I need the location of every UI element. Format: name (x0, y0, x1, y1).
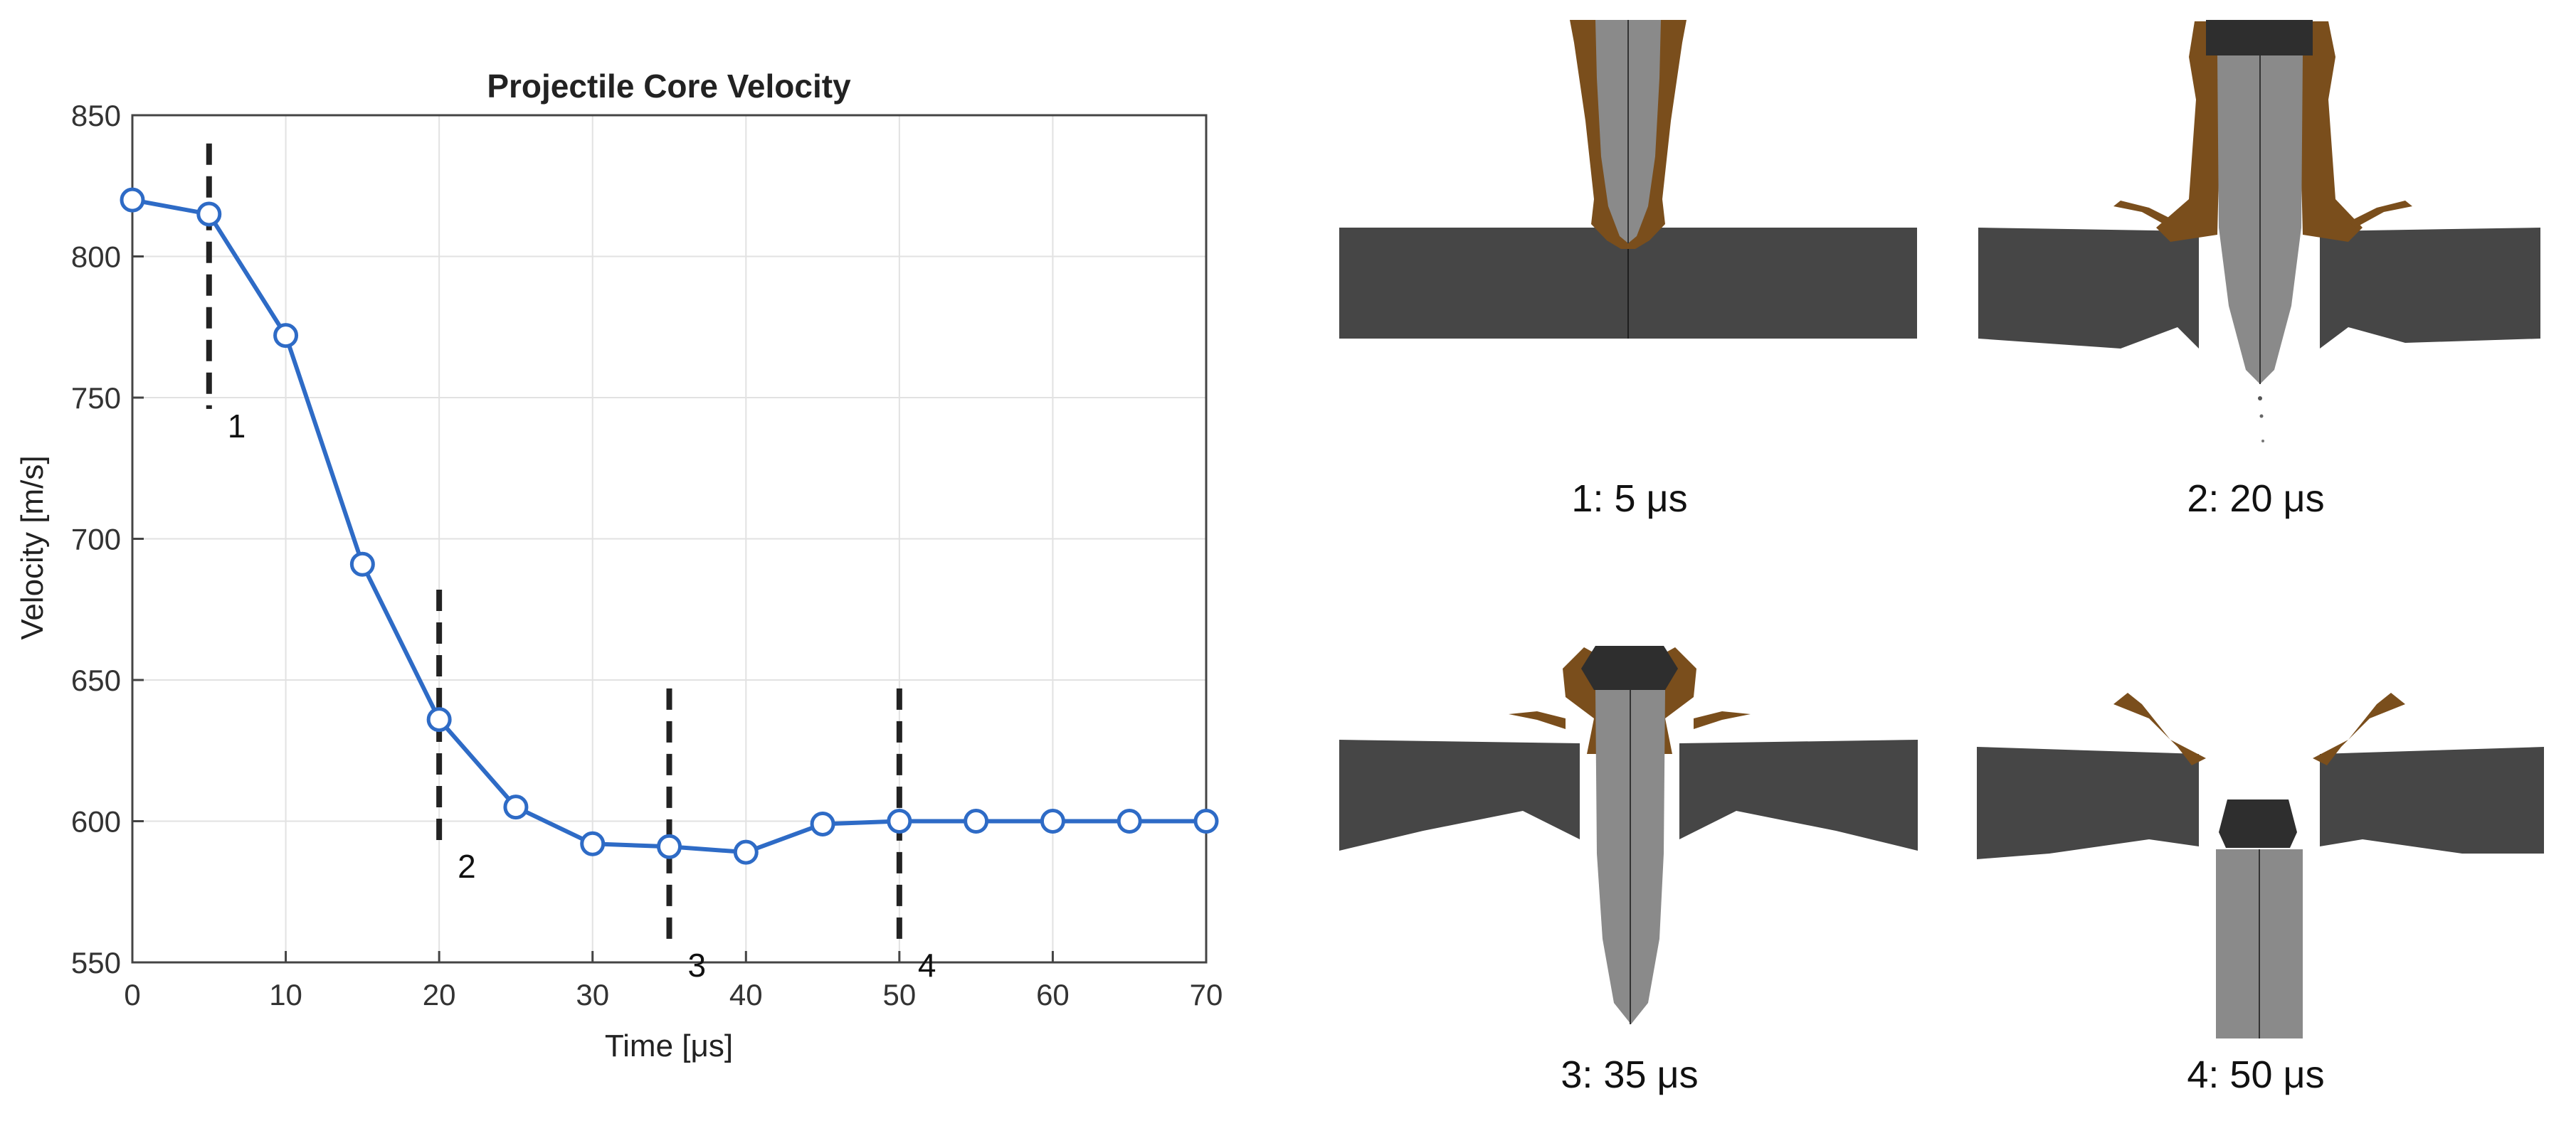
x-tick-label: 70 (1190, 978, 1223, 1011)
data-point (273, 323, 299, 349)
simulation-caption-2: 2: 20 μs (2187, 477, 2325, 520)
x-tick-label: 10 (269, 978, 302, 1011)
simulation-panel-3 (1339, 646, 1918, 1024)
projectile-jacket (2156, 21, 2363, 242)
target-plate (1977, 747, 2199, 859)
petal-fragment (2113, 201, 2178, 228)
series-velocity (120, 187, 1219, 865)
simulation-panel-1 (1339, 20, 1917, 339)
petal-fragment (1694, 711, 1751, 729)
y-tick-label: 700 (71, 523, 121, 556)
data-point (580, 831, 606, 856)
data-point (1117, 809, 1142, 834)
simulation-caption-4: 4: 50 μs (2187, 1053, 2325, 1096)
grid-lines (132, 115, 1207, 963)
data-point (810, 811, 835, 836)
petal-fragment (1509, 711, 1566, 729)
data-point (1193, 809, 1219, 834)
debris-particle (2259, 414, 2264, 418)
y-tick-label: 750 (71, 381, 121, 415)
simulation-panel-4 (1977, 693, 2544, 1038)
petal-fragment (2313, 693, 2405, 765)
y-tick-label: 650 (71, 664, 121, 697)
target-plate (2320, 228, 2540, 349)
x-tick-label: 30 (576, 978, 609, 1011)
target-plate (1978, 228, 2199, 349)
petal-fragment (2348, 201, 2412, 228)
debris-particle (2258, 396, 2262, 400)
debris-particle (2261, 440, 2264, 442)
simulation-caption-1: 1: 5 μs (1571, 477, 1688, 520)
projectile-cap (1581, 646, 1678, 690)
axis-ticks: 0 10 20 30 40 50 60 70 550 600 650 700 750 800 850 (71, 99, 1223, 1011)
target-plate (1339, 740, 1580, 851)
chart-title: Projectile Core Velocity (487, 68, 851, 105)
marker-label-2: 2 (458, 848, 476, 885)
target-plate (1679, 740, 1918, 851)
y-tick-label: 550 (71, 946, 121, 979)
y-axis-label: Velocity [m/s] (15, 455, 50, 639)
x-tick-label: 0 (124, 978, 140, 1011)
simulation-panel-2 (1978, 20, 2540, 442)
x-axis-label: Time [μs] (605, 1029, 733, 1063)
data-point (349, 551, 375, 577)
data-point (733, 839, 759, 865)
projectile-cap (2219, 799, 2297, 848)
data-point (964, 809, 989, 834)
target-plate (2320, 747, 2544, 854)
marker-label-4: 4 (918, 947, 936, 984)
marker-label-1: 1 (228, 408, 246, 445)
data-point (1040, 809, 1065, 834)
projectile-cap (2206, 20, 2313, 55)
petal-fragment (2113, 693, 2206, 765)
data-point (120, 187, 145, 213)
y-tick-label: 600 (71, 805, 121, 839)
y-tick-label: 850 (71, 99, 121, 132)
data-point (657, 834, 682, 859)
x-tick-label: 50 (882, 978, 916, 1011)
data-point (887, 809, 912, 834)
time-markers: 1 2 3 4 (206, 143, 936, 984)
data-point (426, 707, 452, 733)
marker-label-3: 3 (688, 947, 707, 984)
simulation-caption-3: 3: 35 μs (1561, 1053, 1699, 1096)
data-point (196, 201, 222, 227)
y-tick-label: 800 (71, 240, 121, 274)
x-tick-label: 40 (729, 978, 763, 1011)
x-tick-label: 20 (423, 978, 456, 1011)
x-tick-label: 60 (1036, 978, 1070, 1011)
data-point (503, 795, 529, 820)
velocity-chart: Projectile Core Velocity 0 10 20 30 40 50 60 70… (15, 68, 1223, 1063)
